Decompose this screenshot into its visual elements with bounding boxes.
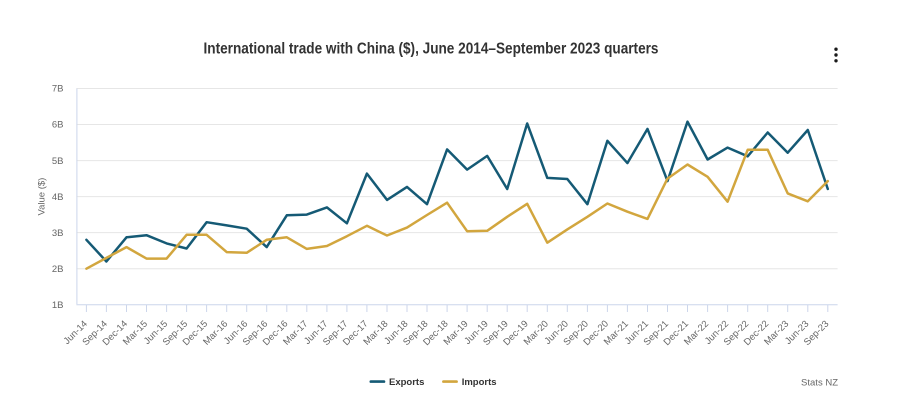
svg-text:Value ($): Value ($) [37, 178, 48, 216]
svg-text:7B: 7B [52, 84, 64, 95]
svg-text:4B: 4B [52, 192, 64, 203]
svg-text:International trade with China: International trade with China ($), June… [204, 41, 659, 58]
svg-text:6B: 6B [52, 120, 64, 131]
svg-text:1B: 1B [52, 300, 64, 311]
svg-text:Imports: Imports [462, 377, 497, 388]
svg-text:3B: 3B [52, 228, 64, 239]
svg-text:Stats NZ: Stats NZ [801, 378, 838, 389]
svg-text:2B: 2B [52, 264, 64, 275]
svg-text:5B: 5B [52, 156, 64, 167]
svg-text:Exports: Exports [389, 377, 424, 388]
